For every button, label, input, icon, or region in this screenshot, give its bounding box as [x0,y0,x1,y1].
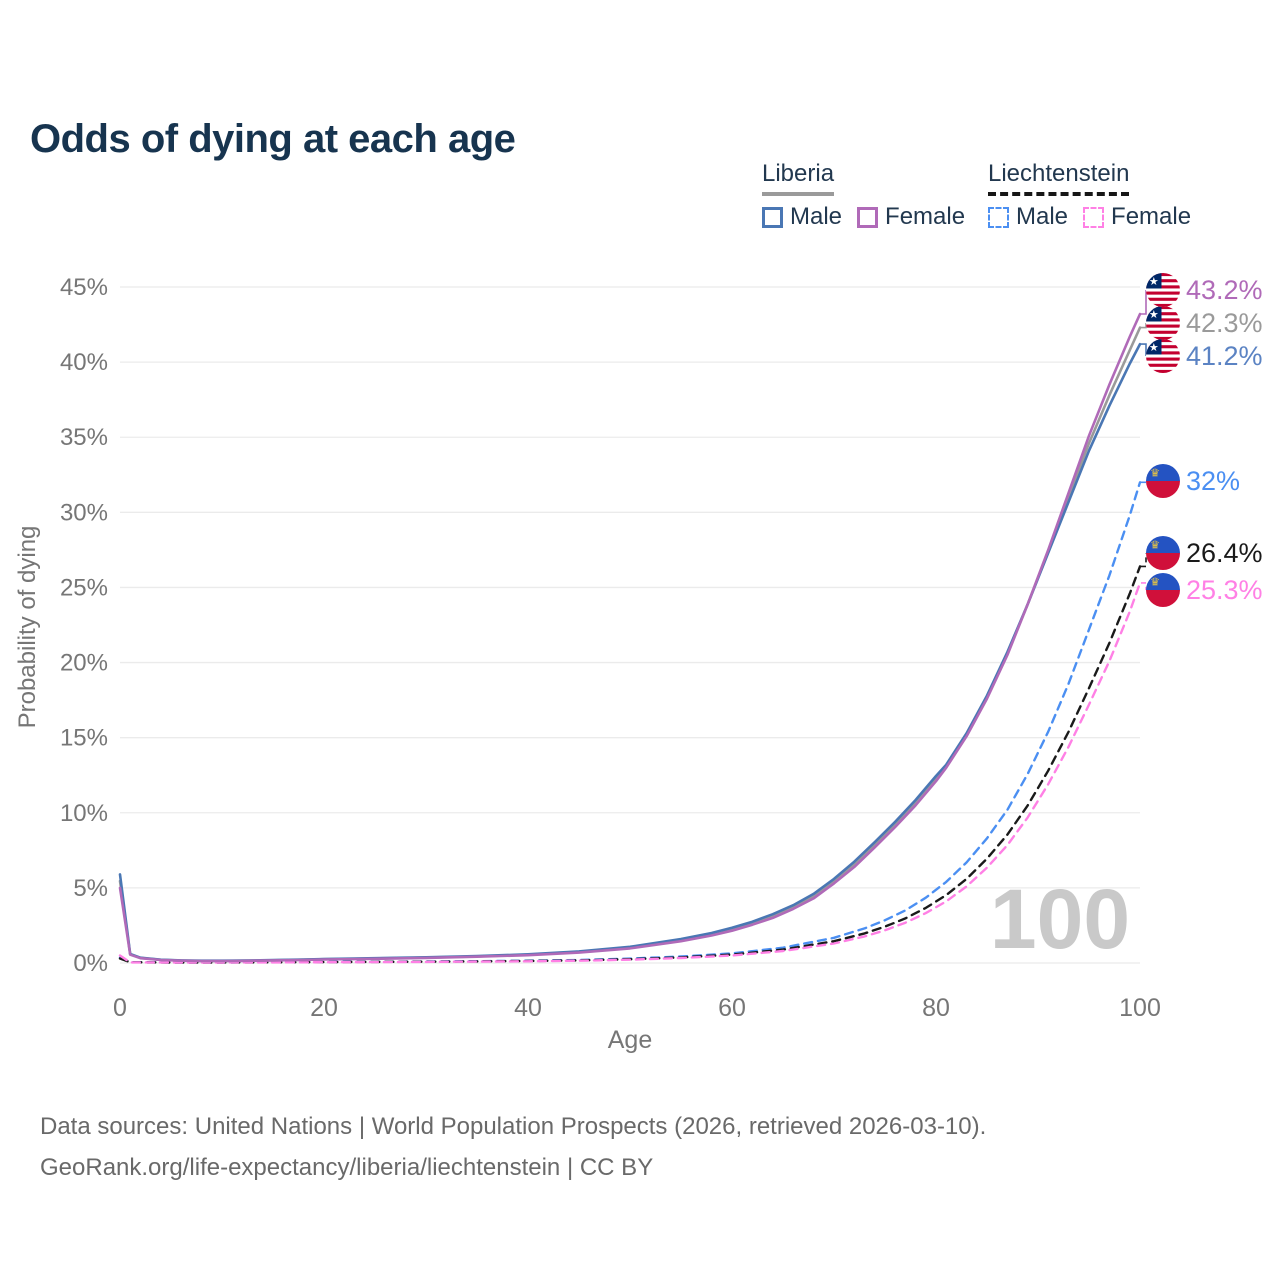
y-tick-label-40: 40% [60,349,108,376]
series-line-liechtenstein-female[interactable] [118,581,1142,964]
svg-text:★: ★ [1149,342,1159,354]
y-tick-label-20: 20% [60,650,108,677]
page-title: Odds of dying at each age [30,116,516,161]
liberia-female-swatch-icon [857,206,879,228]
end-connector-liechtenstein-female [1141,582,1147,590]
y-axis-title: Probability of dying [14,525,41,729]
liechtenstein-flag-icon: ♛ [1146,573,1180,607]
series-line-liechtenstein-male[interactable] [118,481,1142,964]
end-label-liberia-both-sexes: 42.3% [1186,308,1263,338]
legend-header-liberia: Liberia [762,160,835,196]
legend-label-liechtenstein-female: Female [1111,203,1192,230]
footer: Data sources: United Nations | World Pop… [40,1106,986,1188]
liechtenstein-flag-icon: ♛ [1146,464,1180,498]
legend: Liberia Male Female Liechtenstein Male [0,160,1280,240]
legend-group-liechtenstein: Liechtenstein Male Female [988,160,1191,231]
legend-items-liberia: Male Female [762,203,965,231]
x-tick-label-100: 100 [1119,994,1161,1022]
liberia-flag-icon: ★ [1146,339,1180,373]
y-tick-label-35: 35% [60,424,108,451]
liechtenstein-female-swatch-icon [1083,206,1105,228]
x-tick-label-80: 80 [922,994,950,1022]
end-connector-liberia-male [1141,343,1147,356]
svg-text:♛: ♛ [1150,577,1160,589]
age-watermark: 100 [990,872,1130,966]
series-line-liberia-both-sexes[interactable] [118,326,1142,963]
svg-text:♛: ♛ [1150,468,1160,480]
legend-label-liberia-male: Male [790,203,843,230]
end-label-liberia-male: 41.2% [1186,341,1263,371]
end-connector-liechtenstein-male [1141,481,1147,484]
legend-label-liberia-female: Female [885,203,966,230]
legend-header-liechtenstein: Liechtenstein [988,160,1130,196]
x-tick-label-60: 60 [718,994,746,1022]
data-sources-line: Data sources: United Nations | World Pop… [40,1113,987,1140]
y-tick-label-45: 45% [60,274,108,301]
liberia-flag-icon: ★ [1146,273,1180,307]
end-label-liberia-female: 43.2% [1186,275,1263,305]
y-tick-label-0: 0% [73,950,108,977]
liberia-male-swatch-icon [762,206,783,228]
end-connector-liberia-both-sexes [1141,323,1147,329]
end-label-liechtenstein-both-sexes: 26.4% [1186,538,1263,568]
legend-items-liechtenstein: Male Female [988,203,1191,231]
y-tick-label-25: 25% [60,574,108,601]
series-line-liberia-female[interactable] [118,312,1142,963]
series-line-liechtenstein-both-sexes[interactable] [118,565,1142,964]
svg-text:★: ★ [1149,309,1159,321]
legend-item-liechtenstein-male[interactable]: Male [988,203,1068,231]
y-tick-label-15: 15% [60,725,108,752]
x-tick-label-20: 20 [310,994,338,1022]
attribution-line: GeoRank.org/life-expectancy/liberia/liec… [40,1154,654,1181]
legend-item-liberia-female[interactable]: Female [857,203,965,231]
x-tick-label-0: 0 [113,994,127,1022]
x-tick-label-40: 40 [514,994,542,1022]
legend-item-liechtenstein-female[interactable]: Female [1083,203,1191,231]
legend-item-liberia-male[interactable]: Male [762,203,842,231]
end-connector-liechtenstein-both-sexes [1141,553,1147,568]
legend-group-liberia: Liberia Male Female [762,160,965,231]
y-tick-label-30: 30% [60,499,108,526]
x-axis-title: Age [607,1026,653,1054]
liechtenstein-flag-icon: ♛ [1146,536,1180,570]
legend-label-liechtenstein-male: Male [1016,203,1069,230]
svg-text:♛: ♛ [1150,540,1160,552]
svg-text:★: ★ [1149,276,1159,288]
end-connector-liberia-female [1141,290,1147,315]
end-label-liechtenstein-male: 32% [1186,466,1240,496]
liechtenstein-male-swatch-icon [988,206,1009,228]
y-tick-label-5: 5% [73,875,108,902]
y-tick-label-10: 10% [60,800,108,827]
liberia-flag-icon: ★ [1146,306,1180,340]
end-label-liechtenstein-female: 25.3% [1186,575,1263,605]
